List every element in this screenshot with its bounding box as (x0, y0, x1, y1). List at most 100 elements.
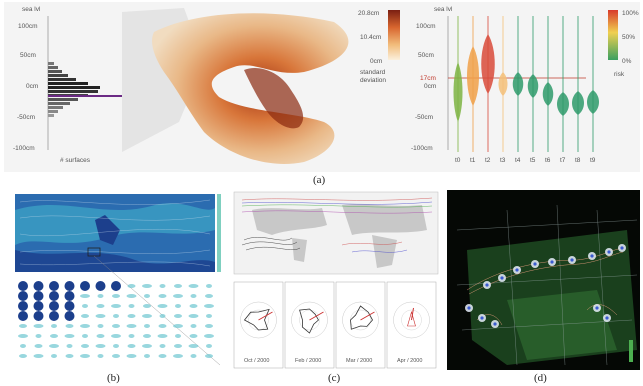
storm-glyph-core (590, 254, 594, 258)
glyph (159, 284, 166, 288)
glyph (142, 284, 152, 288)
glyph (173, 354, 183, 358)
storm-glyph-core (500, 276, 504, 280)
glyph (82, 304, 88, 308)
left-tick-4: -100cm (13, 145, 35, 152)
colorbar-tick-2: 0cm (370, 58, 382, 65)
glyph (82, 334, 88, 338)
right-tick-0: 100cm (416, 23, 436, 30)
colorbar-label-2: deviation (360, 77, 386, 84)
storm-glyphs (465, 244, 626, 328)
glyph (64, 281, 75, 291)
trajectory-lines (241, 197, 433, 253)
glyph (143, 304, 151, 308)
right-tick-3: -50cm (415, 114, 433, 121)
storm-glyph-core (607, 250, 611, 254)
glyph (97, 354, 104, 358)
glyph (95, 281, 106, 291)
glyph (206, 344, 212, 348)
glyph (113, 314, 119, 318)
time-label-1: t1 (470, 157, 476, 164)
glyph (20, 344, 26, 348)
glyph (158, 294, 167, 298)
risk-tick-2: 0% (622, 58, 632, 65)
continent-3 (372, 235, 397, 268)
glyph (33, 311, 44, 321)
glyph (66, 344, 73, 348)
rose-label-0: Oct / 2000 (244, 358, 269, 364)
surface-peak (244, 67, 304, 129)
glyph (81, 344, 89, 348)
storm-glyph-core (620, 246, 624, 250)
glyph (95, 314, 106, 318)
glyph (80, 294, 90, 298)
glyph (19, 324, 27, 328)
rose-diagram-row: Oct / 2000 Feb / 2000 Mar / 2000 Apr / 2000 (233, 281, 437, 369)
right-tick-4: -100cm (411, 145, 433, 152)
glyph (64, 311, 75, 321)
violin-1 (467, 46, 479, 106)
zoom-link (93, 255, 221, 366)
continent-2 (342, 204, 427, 235)
time-label-6: t6 (545, 157, 551, 164)
colorbar-tick-0: 20.8cm (358, 10, 379, 17)
caption-a: (a) (313, 174, 326, 186)
glyph (143, 334, 151, 338)
right-axis-title: sea lvl (434, 6, 453, 13)
left-tick-3: -50cm (17, 114, 35, 121)
continent-4 (292, 238, 307, 262)
risk-label: risk (614, 71, 625, 78)
glyph (112, 354, 120, 358)
glyph (111, 334, 121, 338)
streamlines (19, 199, 211, 267)
violin-4 (512, 72, 524, 96)
glyph (190, 354, 197, 358)
glyph (80, 281, 90, 291)
time-label-2: t2 (485, 157, 491, 164)
violin-5 (527, 74, 539, 98)
rose-arrow-1 (309, 311, 324, 321)
time-label-9: t9 (590, 157, 596, 164)
glyph (128, 304, 135, 308)
glyph (204, 304, 214, 308)
glyph (144, 324, 150, 328)
glyph (159, 344, 166, 348)
rose-shape-0 (243, 308, 270, 331)
glyph (49, 301, 59, 311)
glyph (157, 334, 168, 338)
violin-2 (481, 34, 495, 94)
rose-label-2: Mar / 2000 (346, 358, 372, 364)
glyph (175, 334, 181, 338)
glyph (96, 334, 105, 338)
storm-glyph-core (550, 260, 554, 264)
time-label-7: t7 (560, 157, 566, 164)
storm-glyph-core (595, 306, 599, 310)
risk-tick-0: 100% (622, 10, 639, 17)
rose-label-3: Apr / 2000 (397, 358, 422, 364)
panel-c-graphic: Oct / 2000 Feb / 2000 Mar / 2000 Apr / 2000 (233, 191, 439, 369)
continent-1 (252, 208, 327, 235)
storm-glyph-core (467, 306, 471, 310)
violin-7 (557, 92, 569, 116)
glyph (18, 281, 28, 291)
panel-b (5, 190, 227, 370)
glyph (18, 291, 28, 301)
rose-arrow-3 (411, 307, 414, 321)
glyph (33, 324, 44, 328)
left-tick-0: 100cm (18, 23, 38, 30)
panel-b-graphic (15, 194, 221, 366)
rose-shape-3 (407, 310, 416, 327)
glyph (97, 294, 104, 298)
violin-group: t0 t1 t2 t3 t4 t5 t6 t7 t8 t9 (453, 16, 599, 164)
caption-c: (c) (328, 372, 341, 384)
violin-3 (498, 72, 508, 96)
glyph (142, 314, 152, 318)
glyph (158, 324, 167, 328)
storm-glyph-core (515, 268, 519, 272)
glyph (205, 354, 213, 358)
surface-histogram (48, 62, 100, 117)
left-tick-1: 50cm (20, 52, 36, 59)
storm-glyph-core (480, 316, 484, 320)
glyph (127, 344, 136, 348)
deep-region (95, 215, 120, 245)
